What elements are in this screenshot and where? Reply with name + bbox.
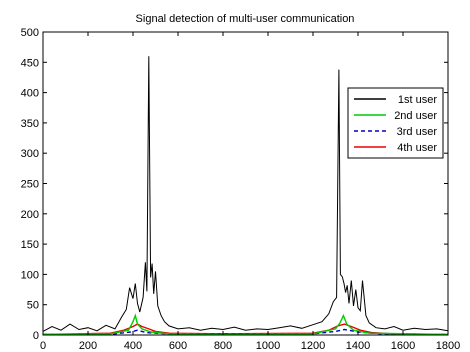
y-tick-label: 0 [33, 330, 39, 342]
y-tick-label: 100 [21, 269, 39, 281]
x-tick-label: 0 [40, 340, 46, 352]
x-tick-label: 800 [214, 340, 232, 352]
y-tick-label: 200 [21, 209, 39, 221]
x-tick-label: 400 [124, 340, 142, 352]
x-tick-label: 200 [79, 340, 97, 352]
y-axis-ticks: 0 50 100 150 200 250 300 350 400 450 500 [21, 27, 448, 342]
x-tick-label: 1400 [346, 340, 370, 352]
plot-frame [42, 31, 449, 336]
series-line-2 [42, 313, 449, 336]
legend-label-2: 2nd user [394, 110, 437, 122]
y-tick-label: 350 [21, 118, 39, 130]
x-tick-label: 1200 [301, 340, 325, 352]
x-tick-label: 600 [169, 340, 187, 352]
legend-label-1: 1st user [398, 94, 437, 106]
x-tick-label: 1600 [391, 340, 415, 352]
y-tick-label: 50 [27, 300, 39, 312]
x-tick-label: 1000 [256, 340, 280, 352]
y-tick-label: 400 [21, 88, 39, 100]
legend: 1st user 2nd user 3rd user 4th user [347, 87, 444, 159]
y-tick-label: 300 [21, 148, 39, 160]
x-tick-label: 1800 [436, 340, 460, 352]
y-tick-label: 450 [21, 57, 39, 69]
legend-label-3: 3rd user [397, 126, 438, 138]
y-tick-label: 150 [21, 239, 39, 251]
series-line-1 [42, 56, 449, 332]
y-tick-label: 500 [21, 27, 39, 39]
x-axis-ticks: 0 200 400 600 800 1000 1200 1400 1600 1800 [40, 32, 460, 352]
legend-label-4: 4th user [397, 142, 437, 154]
y-tick-label: 250 [21, 179, 39, 191]
chart-title: Signal detection of multi-user communica… [136, 13, 355, 25]
